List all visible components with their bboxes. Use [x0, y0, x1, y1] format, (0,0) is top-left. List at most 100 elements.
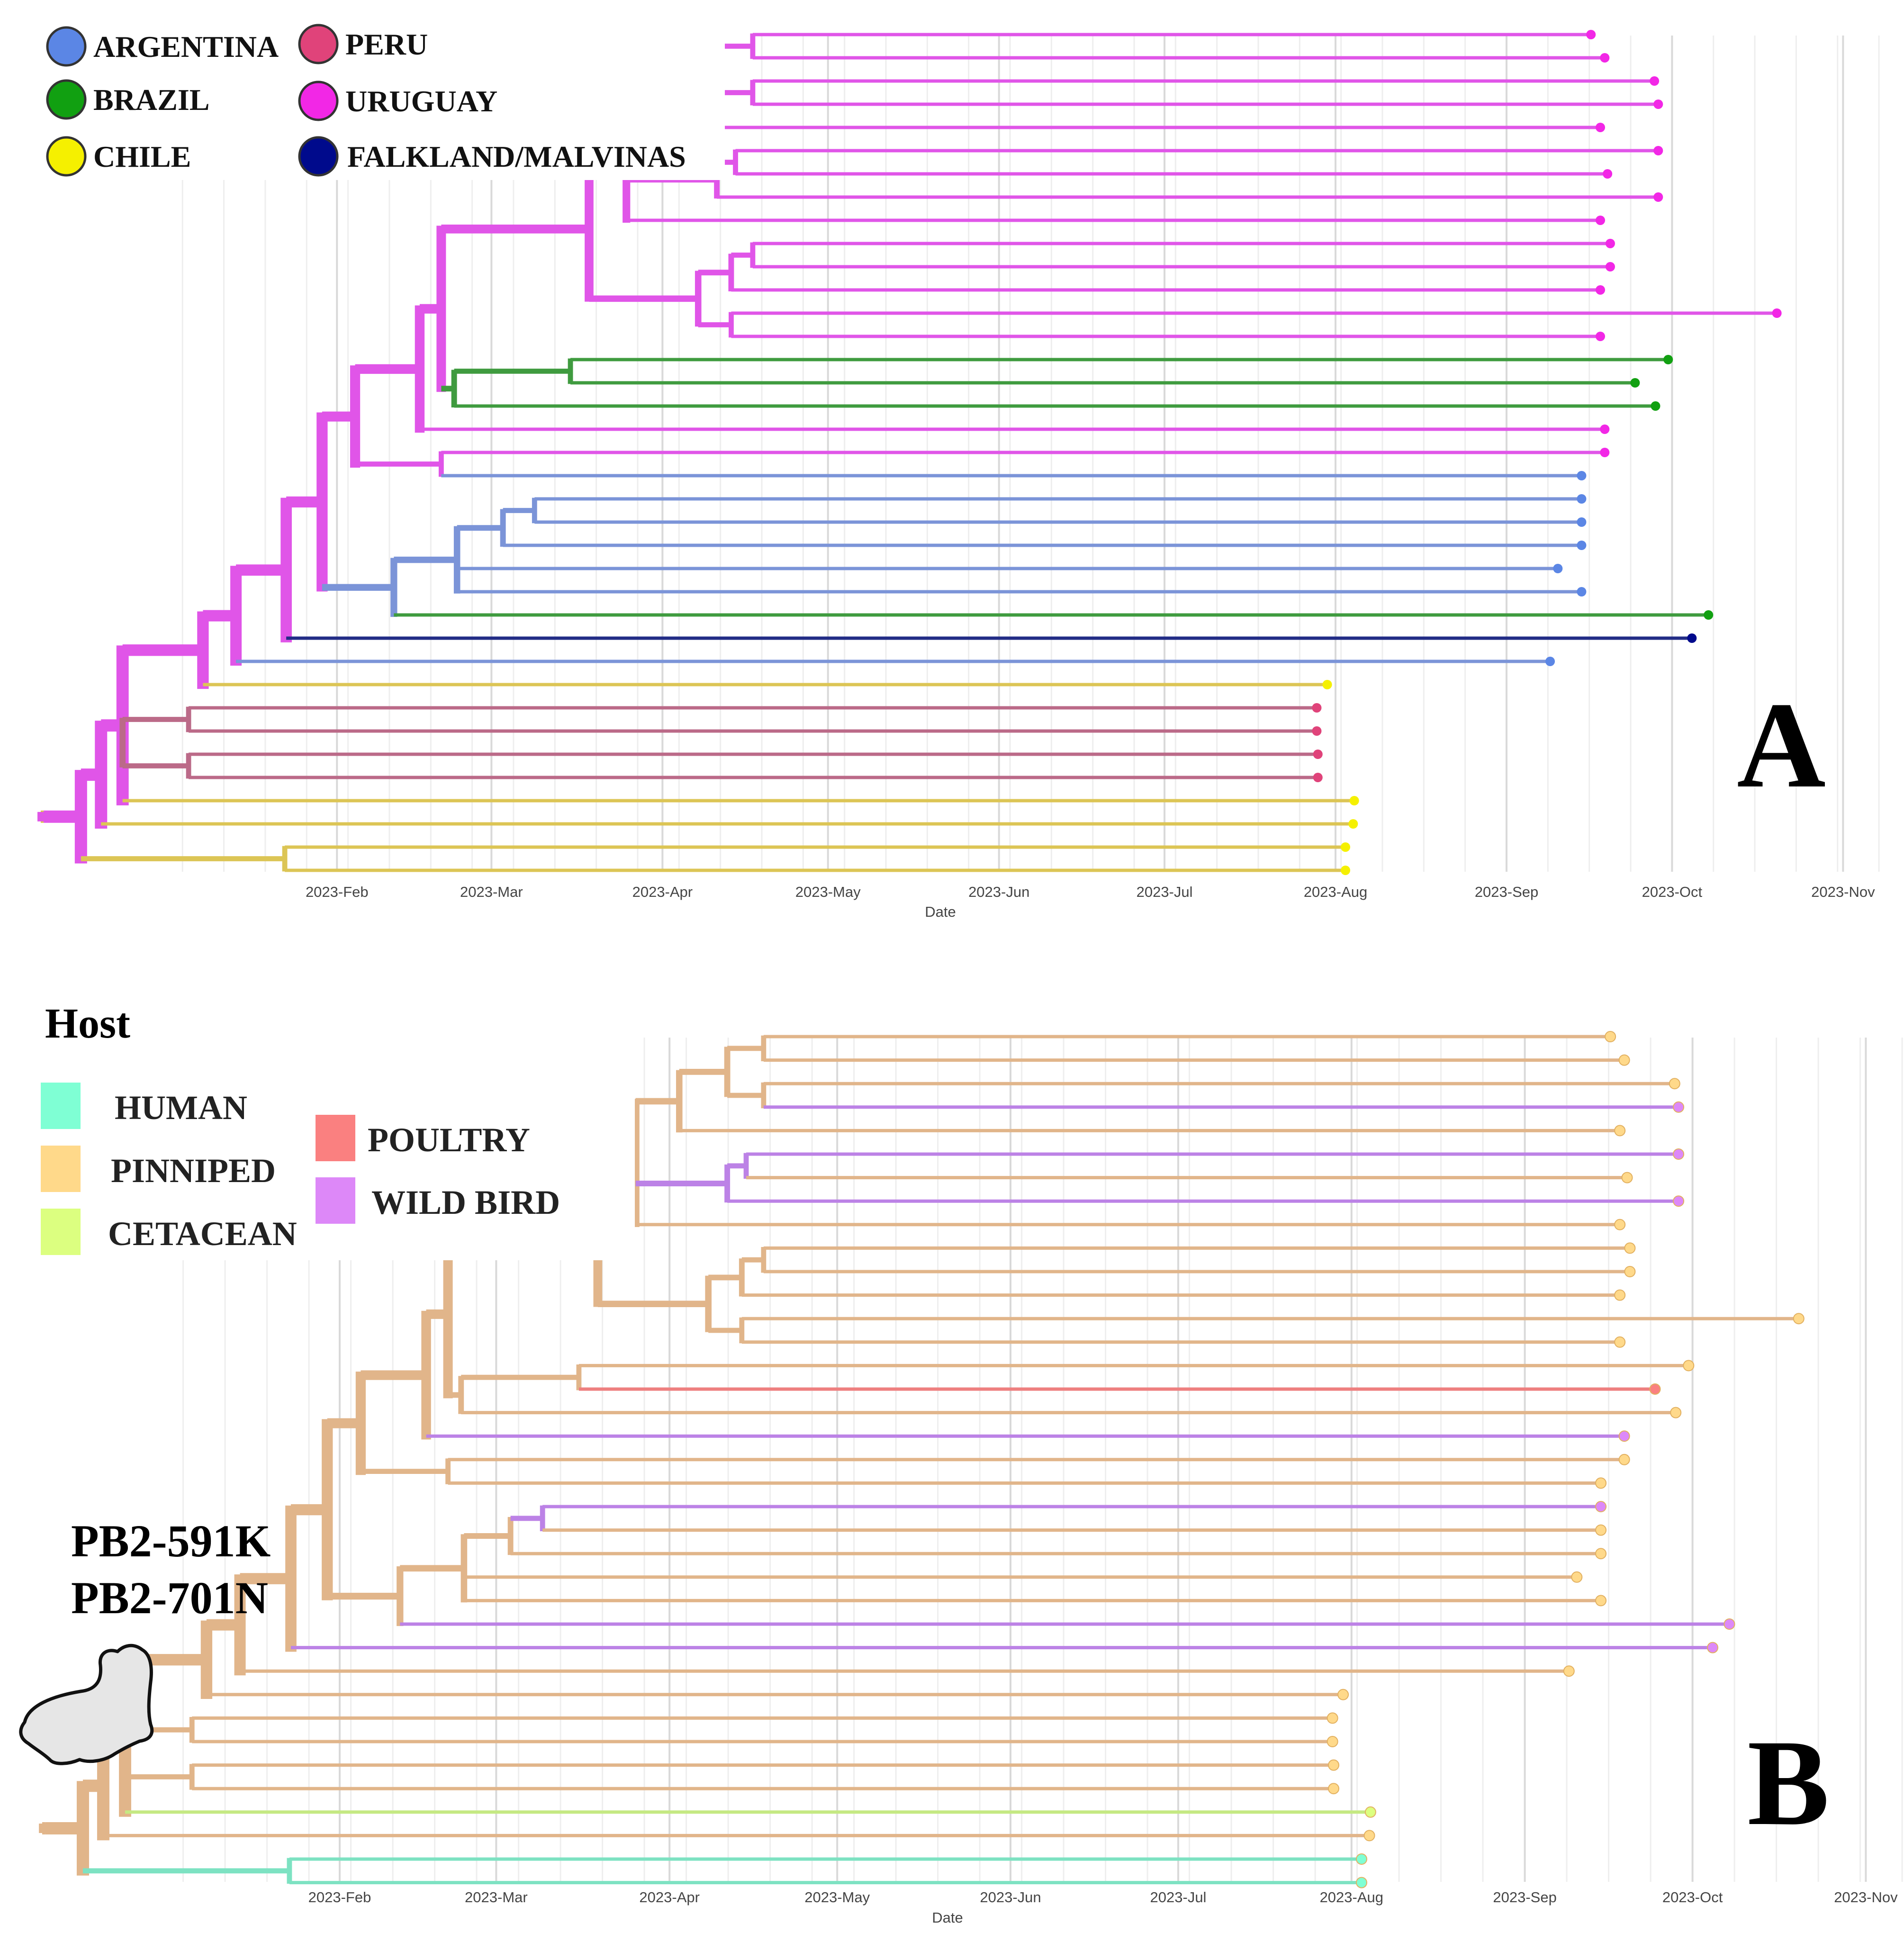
x-tick-label: 2023-May: [804, 1889, 870, 1906]
tip-marker: [1563, 1665, 1575, 1677]
tip-marker: [1704, 610, 1714, 620]
x-tick-label: 2023-Sep: [1493, 1889, 1556, 1906]
tip-marker: [1630, 378, 1640, 388]
tip-marker: [1687, 633, 1697, 643]
legend-swatch-poultry: [316, 1115, 355, 1161]
tip-marker: [1596, 216, 1606, 225]
legend-dot-argentina: [46, 26, 87, 67]
legend-dot-peru: [298, 24, 339, 64]
legend-label-cetacean: CETACEAN: [108, 1215, 297, 1253]
x-tick-label: 2023-Oct: [1642, 884, 1703, 900]
tip-marker: [1571, 1571, 1583, 1583]
panel-a: 2023-Feb 2023-Mar 2023-Apr 2023-May 2023-Jun…: [37, 19, 1880, 920]
tip-marker: [1663, 355, 1673, 364]
sea-lion-icon: [19, 1644, 154, 1765]
tip-marker: [1545, 657, 1555, 666]
tip-marker: [1650, 76, 1660, 86]
tip-marker: [1653, 99, 1663, 109]
tip-marker: [1328, 1759, 1340, 1771]
x-tick-label: 2023-Jul: [1137, 884, 1193, 900]
tip-marker: [1349, 796, 1359, 805]
tip-marker: [1341, 866, 1351, 875]
tip-marker: [1312, 726, 1322, 736]
tip-marker: [1683, 1360, 1695, 1372]
panel-b-tips: [1326, 1031, 1805, 1888]
legend-label-poultry: POULTRY: [368, 1121, 530, 1159]
tip-marker: [1348, 819, 1358, 829]
tip-marker: [1651, 401, 1660, 411]
tip-marker: [1313, 750, 1323, 759]
panel-a-legend-background: [38, 19, 725, 180]
legend-dot-brazil: [46, 79, 87, 120]
panel-a-legend: ARGENTINA BRAZIL CHILE PERU URUGUAY FALK…: [46, 24, 686, 177]
tip-marker: [1724, 1618, 1735, 1630]
x-tick-label: 2023-Mar: [460, 884, 523, 900]
tip-marker: [1600, 53, 1610, 63]
x-tick-label: 2023-Aug: [1304, 884, 1367, 900]
tip-marker: [1618, 1454, 1630, 1465]
panel-b-legend: Host HUMAN PINNIPED CETACEAN POULTRY WIL…: [41, 1000, 560, 1255]
tip-marker: [1605, 1031, 1616, 1042]
tip-marker: [1614, 1289, 1626, 1301]
x-tick-label: 2023-Jun: [968, 884, 1029, 900]
tip-marker: [1553, 564, 1563, 573]
x-tick-label: 2023-Oct: [1662, 1889, 1723, 1906]
tip-marker: [1624, 1266, 1636, 1277]
legend-label-pinniped: PINNIPED: [111, 1152, 276, 1190]
tip-marker: [1322, 680, 1332, 689]
tip-marker: [1595, 1548, 1607, 1560]
tip-marker: [1673, 1195, 1685, 1207]
mutation-label-pb2-591k: PB2-591K: [71, 1516, 271, 1566]
x-tick-label: 2023-Mar: [465, 1889, 528, 1906]
legend-swatch-cetacean: [41, 1209, 81, 1255]
legend-label-uruguay: URUGUAY: [345, 84, 497, 118]
tip-marker: [1621, 1172, 1633, 1183]
legend-label-peru: PERU: [345, 27, 428, 61]
tip-marker: [1618, 1054, 1630, 1066]
legend-label-human: HUMAN: [115, 1089, 247, 1127]
x-tick-label: 2023-Apr: [639, 1889, 700, 1906]
panel-a-tree: [37, 33, 1777, 872]
x-tick-label: 2023-Sep: [1475, 884, 1538, 900]
legend-swatch-human: [41, 1083, 81, 1129]
tip-marker: [1363, 1830, 1375, 1842]
tip-marker: [1586, 30, 1596, 39]
tip-marker: [1673, 1148, 1685, 1160]
tip-marker: [1670, 1407, 1682, 1418]
tip-marker: [1577, 471, 1587, 480]
legend-label-chile: CHILE: [93, 140, 191, 173]
tip-marker: [1326, 1712, 1338, 1724]
tip-marker: [1618, 1430, 1630, 1442]
tip-marker: [1328, 1783, 1340, 1795]
tip-marker: [1577, 494, 1587, 504]
tip-marker: [1341, 842, 1351, 852]
tip-marker: [1614, 1336, 1626, 1348]
panel-b-x-axis: 2023-Feb 2023-Mar 2023-Apr 2023-May 2023-Jun…: [308, 1889, 1898, 1906]
x-tick-label: 2023-Jul: [1150, 1889, 1207, 1906]
panel-b-legend-title: Host: [45, 1000, 130, 1047]
legend-label-brazil: BRAZIL: [93, 83, 209, 117]
tip-marker: [1313, 773, 1323, 782]
tip-marker: [1577, 541, 1587, 550]
legend-label-falkland: FALKLAND/MALVINAS: [347, 140, 686, 173]
tip-marker: [1364, 1806, 1376, 1818]
tip-marker: [1356, 1853, 1368, 1865]
tip-marker: [1605, 239, 1615, 248]
tip-marker: [1649, 1383, 1661, 1395]
legend-dot-uruguay: [298, 81, 339, 121]
tip-marker: [1596, 285, 1606, 295]
mutation-label-pb2-701n: PB2-701N: [71, 1572, 268, 1623]
panel-a-letter: A: [1737, 677, 1826, 813]
tip-marker: [1595, 1477, 1607, 1489]
tip-marker: [1312, 703, 1322, 713]
legend-dot-chile: [46, 136, 87, 177]
x-tick-label: 2023-May: [795, 884, 861, 900]
legend-dot-falkland: [298, 136, 339, 177]
tip-marker: [1772, 308, 1782, 318]
panel-a-tips: [1312, 30, 1782, 875]
legend-swatch-pinniped: [41, 1146, 81, 1192]
tip-marker: [1673, 1101, 1685, 1113]
x-tick-label: 2023-Nov: [1834, 1889, 1898, 1906]
tip-marker: [1595, 1595, 1607, 1607]
tip-marker: [1614, 1219, 1626, 1230]
